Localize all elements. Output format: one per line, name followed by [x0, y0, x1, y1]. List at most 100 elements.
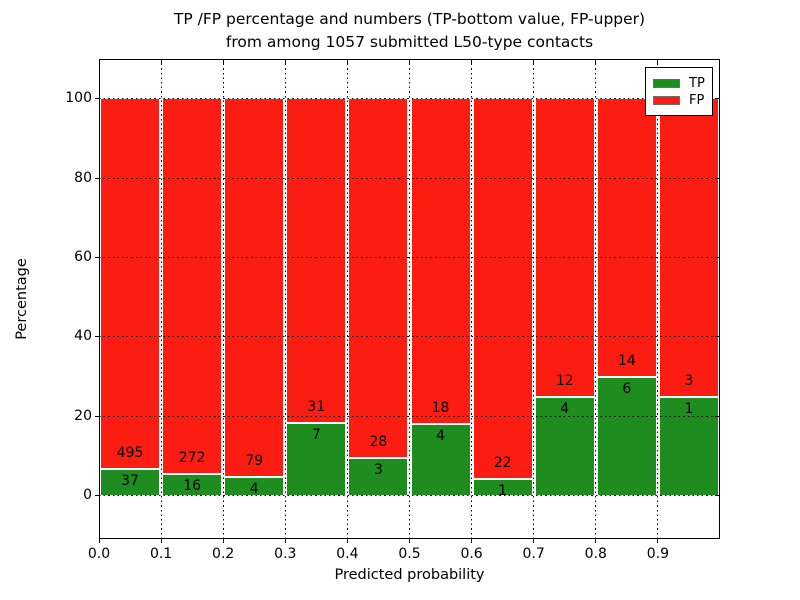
x-tick-label: 0.2 — [212, 546, 235, 562]
legend-item-tp: TP — [653, 76, 705, 91]
x-tick-top — [471, 60, 473, 64]
x-tick-label: 0.0 — [87, 546, 111, 562]
gridline-vertical — [595, 59, 597, 539]
x-tick-top — [160, 60, 162, 64]
y-tick-right — [715, 336, 719, 338]
x-tick-top — [409, 60, 410, 64]
bar-segment-tp-8 — [597, 376, 656, 496]
bar-segment-tp-9 — [659, 396, 718, 496]
bar-segment-fp-9 — [659, 98, 718, 397]
y-tick-label: 40 — [74, 328, 92, 345]
x-tick-top — [284, 60, 286, 64]
x-tick — [471, 539, 473, 543]
bar-count-tp-8: 6 — [622, 381, 632, 398]
bar-segment-fp-3 — [287, 98, 346, 423]
x-axis-title: Predicted probability — [334, 567, 485, 583]
x-tick-label: 0.9 — [646, 546, 670, 562]
bar-count-tp-0: 37 — [121, 472, 139, 489]
bar-segment-fp-7 — [535, 98, 594, 397]
legend: TP FP — [645, 67, 713, 116]
bar-segment-fp-5 — [411, 98, 470, 424]
y-tick — [95, 98, 99, 100]
gridline-horizontal — [99, 256, 720, 258]
chart-title-line1: TP /FP percentage and numbers (TP-bottom… — [173, 10, 646, 28]
y-tick-right — [715, 256, 719, 258]
bar-segment-fp-0 — [101, 98, 160, 468]
gridline-horizontal — [99, 494, 720, 496]
bar-count-fp-0: 495 — [116, 444, 144, 461]
bar-count-fp-1: 272 — [178, 450, 206, 467]
y-tick-right — [715, 415, 719, 417]
bar-count-fp-5: 18 — [431, 400, 450, 417]
x-tick — [346, 539, 348, 543]
x-tick-top — [222, 60, 224, 64]
x-tick-label: 0.5 — [398, 546, 421, 562]
bar-segment-fp-1 — [163, 98, 222, 474]
bar-count-fp-4: 28 — [369, 433, 388, 450]
y-tick-label: 80 — [74, 169, 92, 186]
y-tick — [95, 415, 99, 417]
bar-count-fp-7: 12 — [555, 373, 574, 390]
bar-segment-tp-5 — [411, 423, 470, 496]
legend-swatch-fp-icon — [653, 96, 680, 105]
x-tick-top — [657, 60, 659, 64]
x-tick — [222, 539, 224, 543]
x-tick-label: 0.8 — [584, 546, 607, 562]
x-tick — [657, 539, 659, 543]
bar-segment-tp-2 — [225, 476, 284, 496]
bar-count-tp-4: 3 — [373, 461, 383, 478]
bar-count-fp-8: 14 — [617, 353, 636, 370]
legend-item-fp: FP — [653, 93, 705, 108]
bar-segment-fp-2 — [225, 98, 284, 477]
bar-segment-tp-6 — [473, 478, 532, 496]
legend-label-fp: FP — [689, 93, 705, 108]
chart-title: TP /FP percentage and numbers (TP-bottom… — [99, 8, 720, 54]
y-tick-label: 100 — [65, 90, 92, 107]
bar-segment-tp-7 — [535, 396, 594, 496]
x-tick-top — [346, 60, 348, 64]
bar-segment-fp-8 — [597, 98, 656, 377]
bar-count-tp-7: 4 — [560, 401, 570, 418]
y-tick-label: 0 — [83, 486, 92, 503]
gridline-horizontal — [99, 177, 720, 179]
x-tick — [595, 539, 597, 543]
bar-segment-fp-4 — [349, 98, 408, 457]
gridline-vertical — [471, 59, 473, 539]
bar-segment-tp-1 — [163, 473, 222, 496]
gridline-vertical — [222, 59, 224, 539]
x-tick-top — [595, 60, 597, 64]
x-tick-label: 0.6 — [460, 546, 483, 562]
bar-count-fp-3: 31 — [307, 399, 326, 416]
bar-count-tp-1: 16 — [183, 478, 202, 495]
y-axis-title: Percentage — [14, 258, 30, 340]
x-tick — [160, 539, 162, 543]
x-tick — [98, 539, 100, 543]
gridline-vertical — [284, 59, 286, 539]
gridline-vertical — [160, 59, 162, 539]
y-tick — [95, 336, 99, 338]
bar-count-tp-5: 4 — [436, 428, 445, 445]
y-tick — [95, 177, 99, 179]
bar-count-tp-6: 1 — [498, 483, 508, 500]
bar-count-tp-9: 1 — [684, 401, 694, 418]
gridline-horizontal — [99, 336, 720, 338]
y-tick — [95, 494, 99, 496]
bar-count-fp-9: 3 — [684, 373, 694, 390]
x-tick-top — [533, 60, 535, 64]
bar-count-fp-6: 22 — [493, 455, 512, 472]
y-tick-right — [715, 177, 719, 179]
bar-count-fp-2: 79 — [245, 453, 264, 470]
y-tick-right — [715, 494, 719, 496]
x-tick-label: 0.4 — [336, 546, 359, 562]
x-tick-label: 0.1 — [149, 546, 173, 562]
x-tick — [409, 539, 410, 543]
y-tick-label: 20 — [74, 407, 92, 424]
x-tick — [284, 539, 286, 543]
gridline-vertical — [409, 59, 410, 539]
bar-segment-tp-0 — [101, 467, 160, 496]
y-tick-label: 60 — [74, 248, 92, 265]
gridline-horizontal — [99, 98, 720, 100]
x-tick-label: 0.7 — [522, 546, 545, 562]
gridline-vertical — [346, 59, 348, 539]
bar-count-tp-3: 7 — [311, 427, 321, 444]
